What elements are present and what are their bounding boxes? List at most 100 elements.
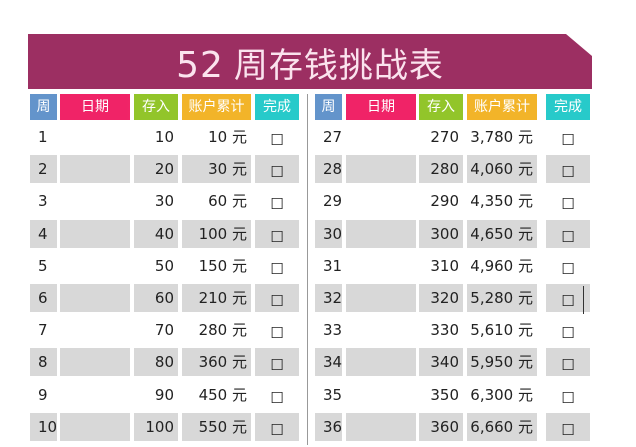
cell-week: 4: [30, 219, 57, 248]
cell-week: 30: [315, 219, 342, 248]
date-cell[interactable]: [60, 284, 130, 312]
done-checkbox[interactable]: ☐: [546, 155, 590, 184]
done-checkbox[interactable]: ☐: [255, 284, 299, 312]
date-cell[interactable]: [60, 187, 130, 215]
date-cell[interactable]: [60, 381, 130, 409]
done-checkbox[interactable]: ☐: [270, 324, 284, 343]
cell-deposit: 280: [419, 155, 463, 184]
date-cell[interactable]: [346, 348, 416, 377]
done-checkbox[interactable]: ☐: [255, 155, 299, 184]
cell-week: 34: [315, 348, 342, 377]
cell-deposit: 10: [154, 128, 174, 146]
done-checkbox[interactable]: ☐: [255, 219, 299, 248]
done-checkbox[interactable]: ☐: [270, 388, 284, 407]
date-cell[interactable]: [346, 219, 416, 248]
cell-week: 9: [38, 385, 48, 404]
done-checkbox[interactable]: ☐: [561, 388, 575, 407]
title-text: 周存钱挑战表: [233, 46, 444, 86]
cell-week: 10: [30, 412, 57, 441]
cell-deposit: 30: [154, 192, 174, 211]
done-checkbox[interactable]: ☐: [270, 195, 284, 214]
done-checkbox[interactable]: ☐: [561, 195, 575, 214]
date-cell[interactable]: [346, 155, 416, 184]
cell-week: 36: [315, 412, 342, 441]
done-checkbox[interactable]: ☐: [561, 324, 575, 343]
date-cell[interactable]: [346, 381, 416, 409]
cell-total: 280 元: [198, 321, 247, 340]
done-checkbox[interactable]: ☐: [270, 259, 284, 278]
date-cell[interactable]: [346, 316, 416, 344]
cell-deposit: 20: [134, 155, 178, 184]
cell-total: 5,950 元: [467, 348, 537, 377]
cell-week: 31: [323, 256, 343, 275]
header-deposit: 存入: [419, 94, 463, 120]
done-checkbox[interactable]: ☐: [546, 219, 590, 248]
cell-deposit: 320: [419, 284, 463, 312]
date-cell[interactable]: [346, 284, 416, 312]
cell-deposit: 60: [134, 284, 178, 312]
cell-week: 6: [30, 284, 57, 312]
cell-total: 5,610 元: [470, 321, 533, 340]
cell-week: 27: [323, 128, 343, 146]
date-cell[interactable]: [60, 412, 130, 441]
cell-total: 4,960 元: [470, 256, 533, 275]
cell-deposit: 270: [430, 128, 459, 146]
done-checkbox[interactable]: ☐: [255, 348, 299, 377]
cell-total: 10 元: [208, 128, 247, 146]
header-total: 账户累计: [467, 94, 537, 120]
cell-total: 150 元: [198, 256, 247, 275]
date-cell[interactable]: [60, 348, 130, 377]
cell-week: 33: [323, 321, 343, 340]
date-cell[interactable]: [346, 412, 416, 441]
cell-deposit: 360: [419, 412, 463, 441]
cell-total: 100 元: [182, 219, 251, 248]
done-checkbox[interactable]: ☐: [546, 284, 590, 312]
cell-deposit: 100: [134, 412, 178, 441]
column-divider: [307, 94, 308, 445]
header-week: 周: [30, 94, 57, 120]
cell-deposit: 80: [134, 348, 178, 377]
cell-deposit: 330: [430, 321, 459, 340]
cell-total: 30 元: [182, 155, 251, 184]
date-cell[interactable]: [60, 155, 130, 184]
cell-total: 4,650 元: [467, 219, 537, 248]
date-cell[interactable]: [346, 123, 416, 151]
done-checkbox[interactable]: ☐: [546, 348, 590, 377]
cell-total: 550 元: [182, 412, 251, 441]
date-cell[interactable]: [60, 219, 130, 248]
title-number: 52: [176, 45, 224, 86]
page-title: 52 周存钱挑战表: [28, 38, 592, 87]
header-done: 完成: [546, 94, 590, 120]
cell-week: 8: [30, 348, 57, 377]
done-checkbox[interactable]: ☐: [561, 131, 575, 149]
done-checkbox[interactable]: ☐: [561, 259, 575, 278]
header-done: 完成: [255, 94, 299, 120]
done-checkbox[interactable]: ☐: [255, 412, 299, 441]
date-cell[interactable]: [346, 252, 416, 280]
cell-total: 450 元: [198, 385, 247, 404]
cell-deposit: 90: [154, 385, 174, 404]
cell-deposit: 290: [430, 192, 459, 211]
cell-total: 5,280 元: [467, 284, 537, 312]
date-cell[interactable]: [60, 252, 130, 280]
cell-deposit: 40: [134, 219, 178, 248]
cell-deposit: 300: [419, 219, 463, 248]
title-banner: 52 周存钱挑战表: [28, 34, 592, 89]
cell-total: 3,780 元: [470, 128, 533, 146]
cell-week: 32: [315, 284, 342, 312]
cell-week: 7: [38, 321, 48, 340]
cell-total: 6,300 元: [470, 385, 533, 404]
date-cell[interactable]: [346, 187, 416, 215]
cell-deposit: 310: [430, 256, 459, 275]
done-checkbox[interactable]: ☐: [546, 412, 590, 441]
date-cell[interactable]: [60, 123, 130, 151]
header-total: 账户累计: [182, 94, 251, 120]
done-checkbox[interactable]: ☐: [270, 131, 284, 149]
cell-total: 360 元: [182, 348, 251, 377]
cell-total: 4,060 元: [467, 155, 537, 184]
cell-week: 3: [38, 192, 48, 211]
cell-week: 2: [30, 155, 57, 184]
cell-total: 210 元: [182, 284, 251, 312]
cell-week: 5: [38, 256, 48, 275]
date-cell[interactable]: [60, 316, 130, 344]
